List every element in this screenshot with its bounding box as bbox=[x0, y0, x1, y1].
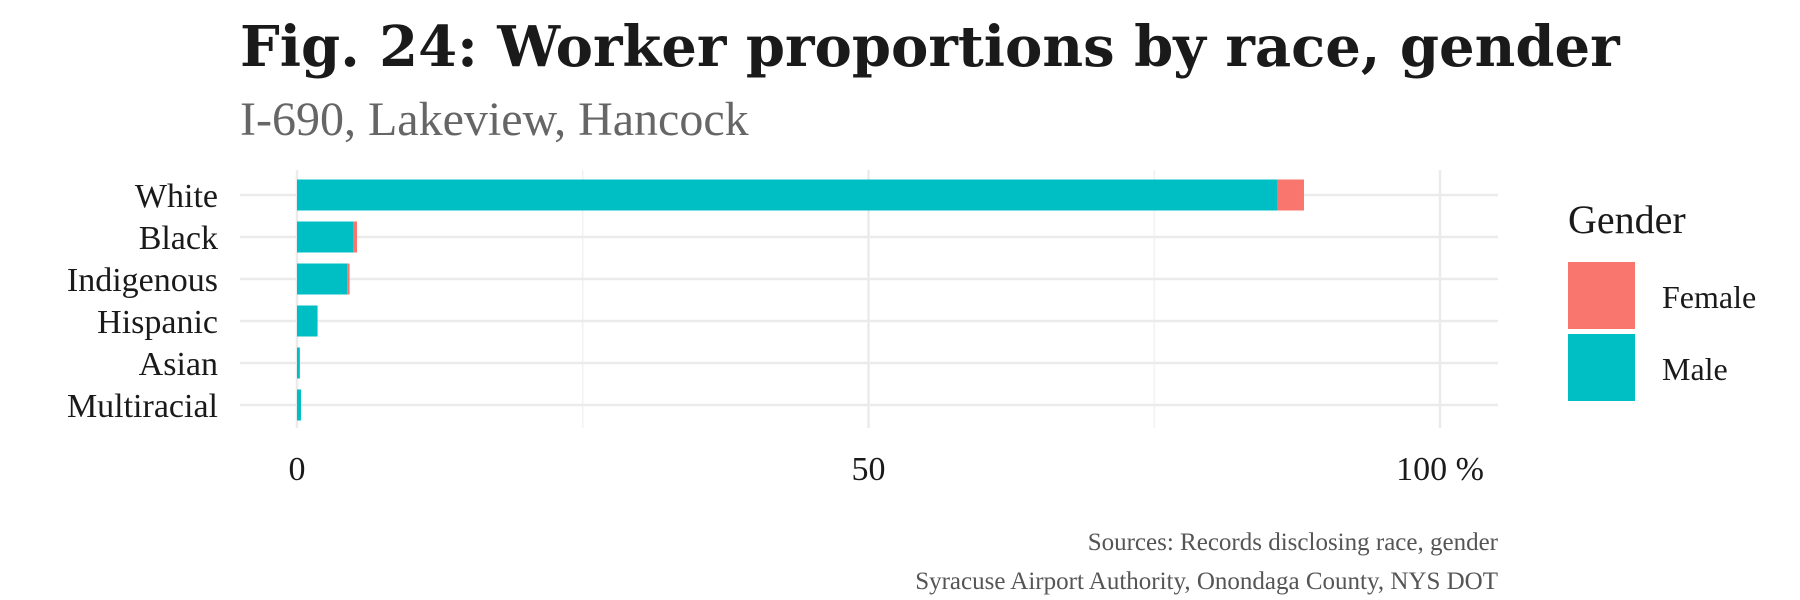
bar-male-multiracial bbox=[297, 389, 302, 421]
bar-male-hispanic bbox=[297, 305, 318, 337]
category-label-white: White bbox=[135, 178, 218, 215]
category-label-hispanic: Hispanic bbox=[97, 304, 218, 341]
category-label-black: Black bbox=[139, 220, 218, 257]
legend-swatch-female bbox=[1568, 262, 1635, 329]
bar-female-white bbox=[1277, 179, 1304, 211]
legend: Gender Female Male bbox=[1568, 197, 1756, 401]
bar-male-black bbox=[297, 221, 354, 253]
bars bbox=[297, 179, 1304, 421]
bar-male-indigenous bbox=[297, 263, 348, 295]
chart-subtitle: I-690, Lakeview, Hancock bbox=[240, 93, 749, 146]
category-label-multiracial: Multiracial bbox=[67, 388, 218, 425]
bar-female-indigenous bbox=[347, 263, 350, 295]
x-tick-labels: 0 50 100 % bbox=[289, 451, 1484, 488]
category-label-indigenous: Indigenous bbox=[67, 262, 218, 299]
legend-swatch-male bbox=[1568, 334, 1635, 401]
x-tick-label-50: 50 bbox=[852, 451, 886, 488]
legend-label-female: Female bbox=[1662, 279, 1756, 315]
category-labels: White Black Indigenous Hispanic Asian Multira… bbox=[67, 178, 218, 425]
bar-female-black bbox=[353, 221, 358, 253]
legend-title: Gender bbox=[1568, 197, 1686, 242]
legend-label-male: Male bbox=[1662, 351, 1728, 387]
x-tick-label-100: 100 % bbox=[1396, 451, 1484, 488]
caption-line-2: Syracuse Airport Authority, Onondaga Cou… bbox=[915, 568, 1498, 595]
category-label-asian: Asian bbox=[139, 346, 218, 383]
chart-title: Fig. 24: Worker proportions by race, gen… bbox=[240, 14, 1621, 80]
bar-male-white bbox=[297, 179, 1278, 211]
caption-line-1: Sources: Records disclosing race, gender bbox=[1088, 529, 1499, 556]
x-tick-label-0: 0 bbox=[289, 451, 306, 488]
bar-male-asian bbox=[297, 347, 300, 379]
